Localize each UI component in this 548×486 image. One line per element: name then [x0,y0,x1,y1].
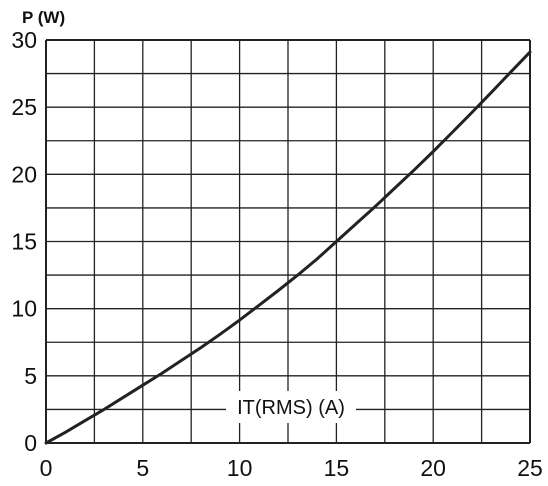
y-tick-label: 5 [24,363,37,389]
x-tick-label: 0 [40,455,53,481]
x-tick-label: 20 [420,455,446,481]
y-tick-label: 10 [11,296,37,322]
y-tick-label: 15 [11,229,37,255]
series-line [44,50,532,445]
y-tick-labels: 0 5 10 15 20 25 30 [11,27,37,456]
x-tick-label: 15 [324,455,350,481]
y-tick-label: 25 [11,94,37,120]
x-tick-label: 10 [227,455,253,481]
y-tick-label: 20 [11,161,37,187]
x-axis-title: IT(RMS) (A) [237,397,345,419]
y-tick-label: 30 [11,27,37,53]
y-axis-title: P (W) [22,8,65,27]
y-tick-label: 0 [24,430,37,456]
x-tick-label: 25 [517,455,543,481]
x-tick-labels: 0 5 10 15 20 25 [40,455,543,481]
grid [45,39,531,444]
x-axis-title-background [226,391,356,423]
x-tick-label: 5 [136,455,149,481]
